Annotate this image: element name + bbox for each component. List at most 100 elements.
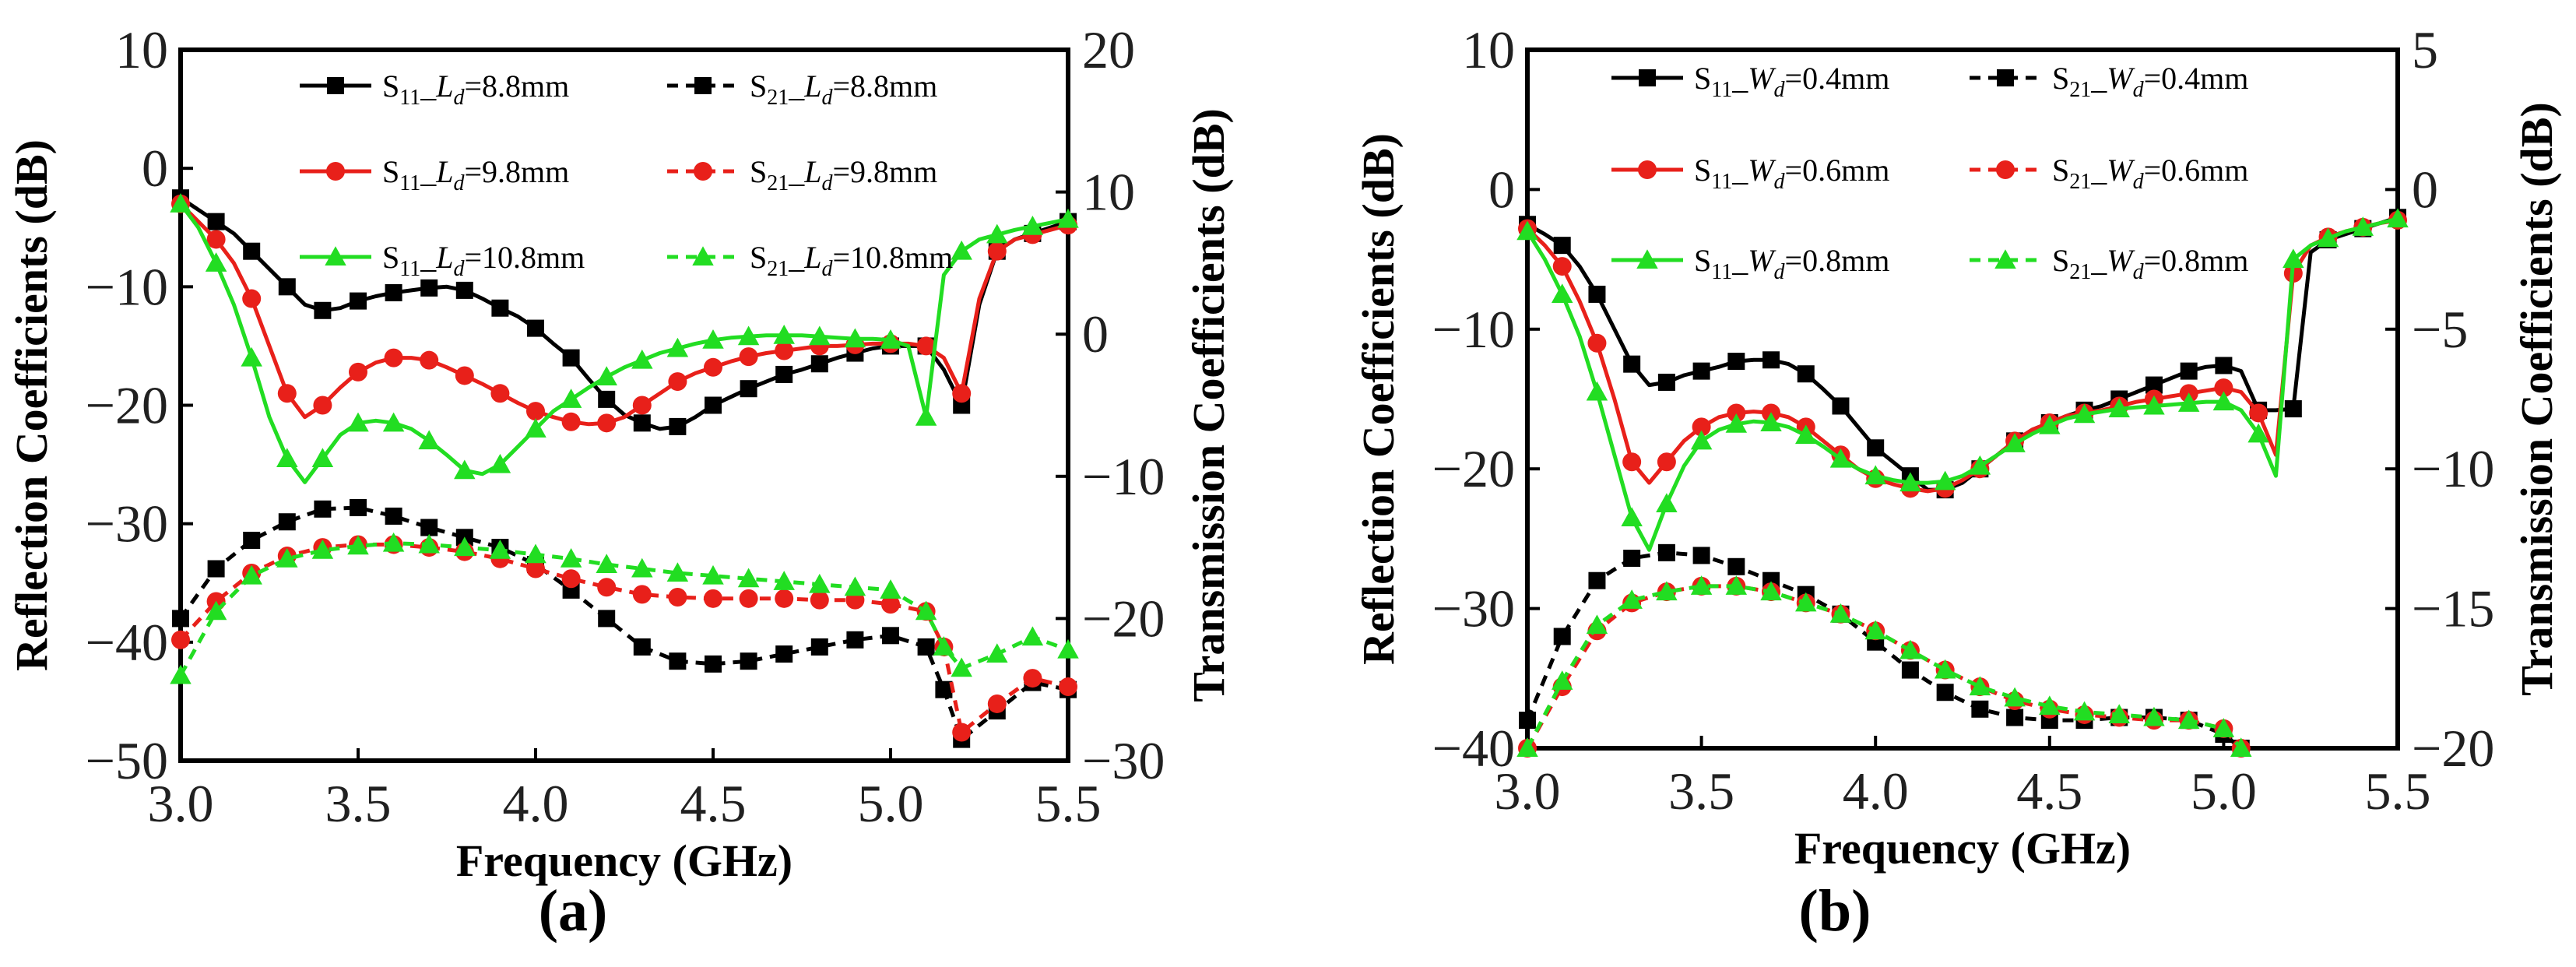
legend-label-sep: _	[788, 240, 805, 275]
data-point	[347, 535, 369, 555]
data-point	[1829, 448, 1852, 468]
data-point	[915, 406, 937, 426]
data-point	[313, 396, 332, 415]
data-point	[633, 638, 651, 656]
data-point	[669, 417, 687, 435]
legend-label-sub: 21	[2069, 78, 2091, 102]
data-point	[773, 324, 795, 344]
data-point	[1901, 661, 1919, 679]
legend-label: S21_Wd=0.8mm	[2052, 243, 2248, 284]
y-tick-label: −20	[1432, 439, 1515, 498]
data-point	[1725, 413, 1748, 433]
data-point	[668, 588, 687, 607]
legend-label-var: L	[803, 240, 821, 275]
data-point	[775, 589, 794, 608]
y-tick-label: −40	[1432, 719, 1515, 778]
data-point	[2180, 362, 2198, 380]
x-tick-label: 3.0	[148, 774, 214, 833]
data-point	[1971, 700, 1989, 718]
legend-label-varsub: d	[2133, 260, 2145, 284]
data-point	[2352, 216, 2374, 236]
series-line	[1525, 216, 2399, 552]
data-point	[705, 396, 722, 414]
data-point	[1899, 472, 1921, 492]
legend-label-main: S	[382, 240, 399, 275]
data-point	[347, 412, 369, 432]
y2-axis-label: Transmission Coefficients (dB)	[2511, 102, 2562, 696]
legend-label: S11_Ld=8.8mm	[382, 69, 569, 110]
legend-label-sub: 21	[767, 171, 789, 195]
legend-label-value: =9.8mm	[833, 154, 938, 189]
legend-label: S21_Wd=0.4mm	[2052, 61, 2248, 102]
data-point	[986, 223, 1008, 244]
data-point	[276, 448, 298, 467]
legend-entry: S11_Wd=0.6mm	[1611, 153, 1889, 194]
data-point	[382, 532, 405, 552]
data-point	[1516, 737, 1538, 757]
legend-label-main: S	[750, 154, 767, 189]
data-point	[1899, 639, 1921, 659]
data-point	[598, 610, 616, 628]
data-point	[1553, 628, 1571, 645]
x-tick-label: 3.5	[325, 774, 392, 833]
x-tick-label: 4.5	[2016, 761, 2082, 821]
data-point	[454, 459, 476, 480]
data-point	[987, 694, 1007, 713]
y2-tick-label: −10	[1082, 447, 1165, 506]
data-point	[1832, 397, 1850, 415]
data-point	[1867, 439, 1885, 457]
data-point	[314, 500, 332, 518]
data-point	[454, 536, 476, 557]
legend-label-sub: 11	[1711, 78, 1732, 102]
legend-label-varsub: d	[2133, 170, 2145, 194]
data-point	[2283, 248, 2304, 269]
data-point	[917, 638, 935, 656]
data-point	[526, 402, 545, 421]
data-point	[311, 540, 334, 559]
legend-label-sep: _	[2090, 243, 2107, 278]
legend-label: S21_Ld=9.8mm	[750, 154, 937, 195]
legend-entry: S11_Ld=8.8mm	[300, 69, 569, 110]
legend-entry: S11_Ld=10.8mm	[300, 240, 585, 281]
data-point	[740, 652, 757, 670]
data-point	[1692, 547, 1710, 564]
x-tick-label: 3.5	[1668, 761, 1734, 821]
data-point	[2387, 208, 2409, 228]
data-point	[2212, 391, 2235, 411]
legend-marker	[325, 246, 346, 265]
legend-label-sub: 21	[767, 86, 789, 110]
y2-tick-label: 0	[1082, 304, 1109, 364]
data-point	[775, 365, 793, 383]
data-point	[1969, 455, 1991, 475]
data-point	[702, 329, 724, 349]
legend-entry: S11_Wd=0.4mm	[1611, 61, 1889, 102]
data-point	[314, 301, 332, 319]
legend-marker	[694, 162, 712, 181]
legend-label-sep: _	[788, 154, 805, 189]
data-point	[737, 568, 760, 588]
data-point	[1553, 237, 1571, 255]
data-point	[1727, 403, 1746, 423]
series-s11-wd-0-6mm	[1518, 210, 2407, 498]
legend-label-main: S	[382, 154, 399, 189]
data-point	[170, 193, 192, 213]
x-tick-label: 4.0	[503, 774, 569, 833]
y2-tick-label: 10	[1082, 163, 1135, 222]
legend-label: S21_Wd=0.6mm	[2052, 153, 2248, 194]
legend-label-var: W	[2107, 61, 2135, 96]
data-point	[633, 414, 651, 432]
legend-label: S11_Wd=0.8mm	[1694, 243, 1889, 284]
data-point	[526, 559, 545, 578]
data-point	[2004, 433, 2026, 452]
legend-label-value: =0.8mm	[1785, 243, 1890, 278]
data-point	[206, 230, 226, 249]
data-point	[1936, 684, 1954, 702]
data-point	[935, 680, 953, 698]
data-point	[632, 396, 652, 415]
series-s21-ld-9-8mm	[171, 535, 1077, 742]
series-line	[179, 196, 1069, 431]
data-point	[1621, 589, 1643, 609]
legend-label-var: L	[803, 69, 821, 104]
data-point	[491, 299, 509, 317]
